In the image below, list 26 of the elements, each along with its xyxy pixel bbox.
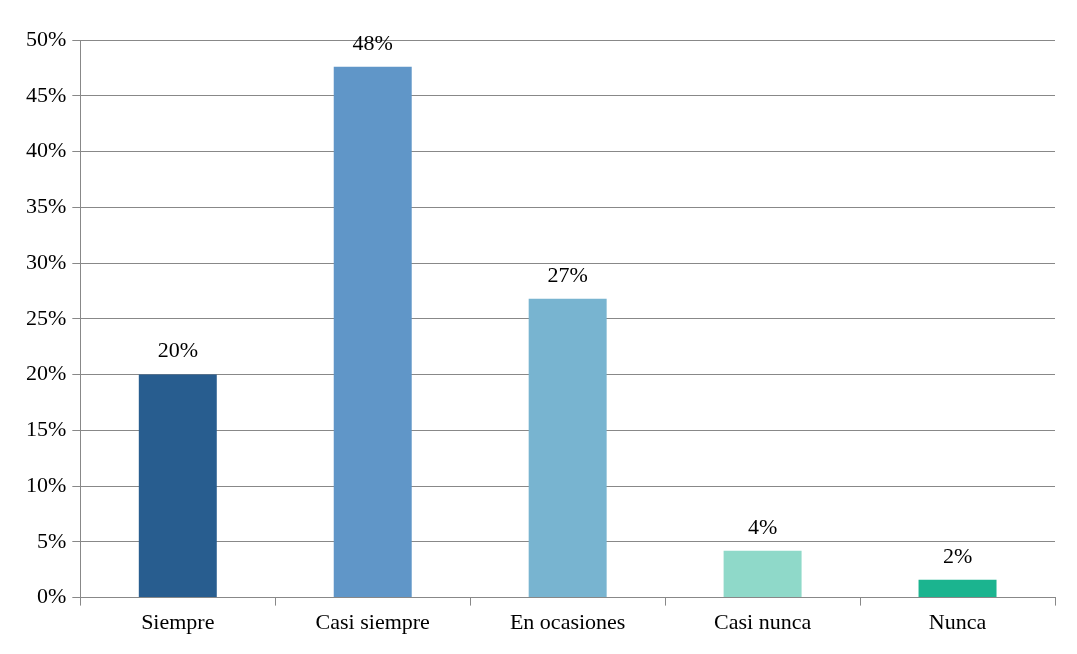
bar [918, 579, 997, 598]
data-label: 27% [547, 261, 588, 287]
x-tick-label: Siempre [141, 608, 215, 634]
x-tick-label: Nunca [928, 608, 987, 634]
y-tick-label: 20% [26, 360, 67, 386]
y-tick-label: 40% [26, 137, 67, 163]
y-tick-label: 30% [26, 248, 67, 274]
bar [138, 374, 217, 598]
data-label: 48% [352, 29, 393, 55]
bar [723, 550, 802, 598]
bar [333, 66, 412, 598]
x-tick-label: Casi siempre [315, 608, 430, 634]
data-label: 2% [942, 542, 973, 568]
y-tick-label: 50% [26, 25, 67, 51]
y-tick-label: 5% [37, 527, 67, 553]
y-tick-label: 15% [26, 416, 67, 442]
y-tick-label: 0% [37, 583, 67, 609]
x-tick-label: En ocasiones [509, 608, 626, 634]
y-tick-label: 35% [26, 193, 67, 219]
data-label: 20% [157, 337, 198, 363]
bar [528, 298, 607, 598]
data-label: 4% [747, 513, 778, 539]
x-tick-label: Casi nunca [714, 608, 812, 634]
y-tick-label: 10% [26, 471, 67, 497]
y-tick-label: 45% [26, 81, 67, 107]
y-tick-label: 25% [26, 304, 67, 330]
